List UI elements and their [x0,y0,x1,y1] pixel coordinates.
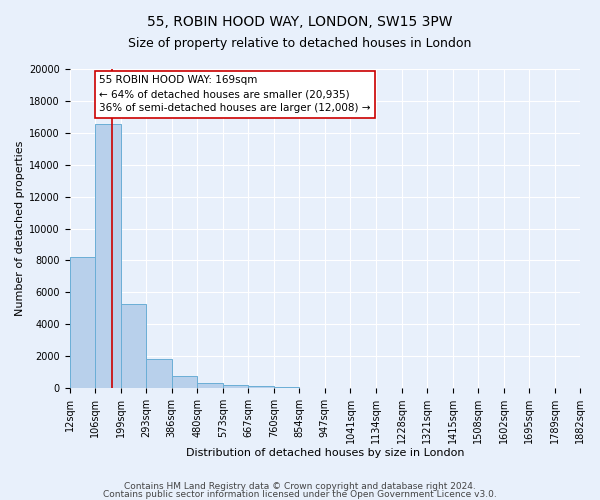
Bar [70,258,95,388]
Bar [172,376,197,388]
Bar [223,385,248,388]
Text: Size of property relative to detached houses in London: Size of property relative to detached ho… [128,38,472,51]
Bar [274,387,299,388]
Text: Contains public sector information licensed under the Open Government Licence v3: Contains public sector information licen… [103,490,497,499]
X-axis label: Distribution of detached houses by size in London: Distribution of detached houses by size … [185,448,464,458]
Y-axis label: Number of detached properties: Number of detached properties [15,141,25,316]
Text: 55 ROBIN HOOD WAY: 169sqm
← 64% of detached houses are smaller (20,935)
36% of s: 55 ROBIN HOOD WAY: 169sqm ← 64% of detac… [99,76,371,114]
Bar [248,386,274,388]
Text: Contains HM Land Registry data © Crown copyright and database right 2024.: Contains HM Land Registry data © Crown c… [124,482,476,491]
Bar [197,383,223,388]
Text: 55, ROBIN HOOD WAY, LONDON, SW15 3PW: 55, ROBIN HOOD WAY, LONDON, SW15 3PW [147,15,453,29]
Bar [95,124,121,388]
Bar [121,304,146,388]
Bar [146,358,172,388]
